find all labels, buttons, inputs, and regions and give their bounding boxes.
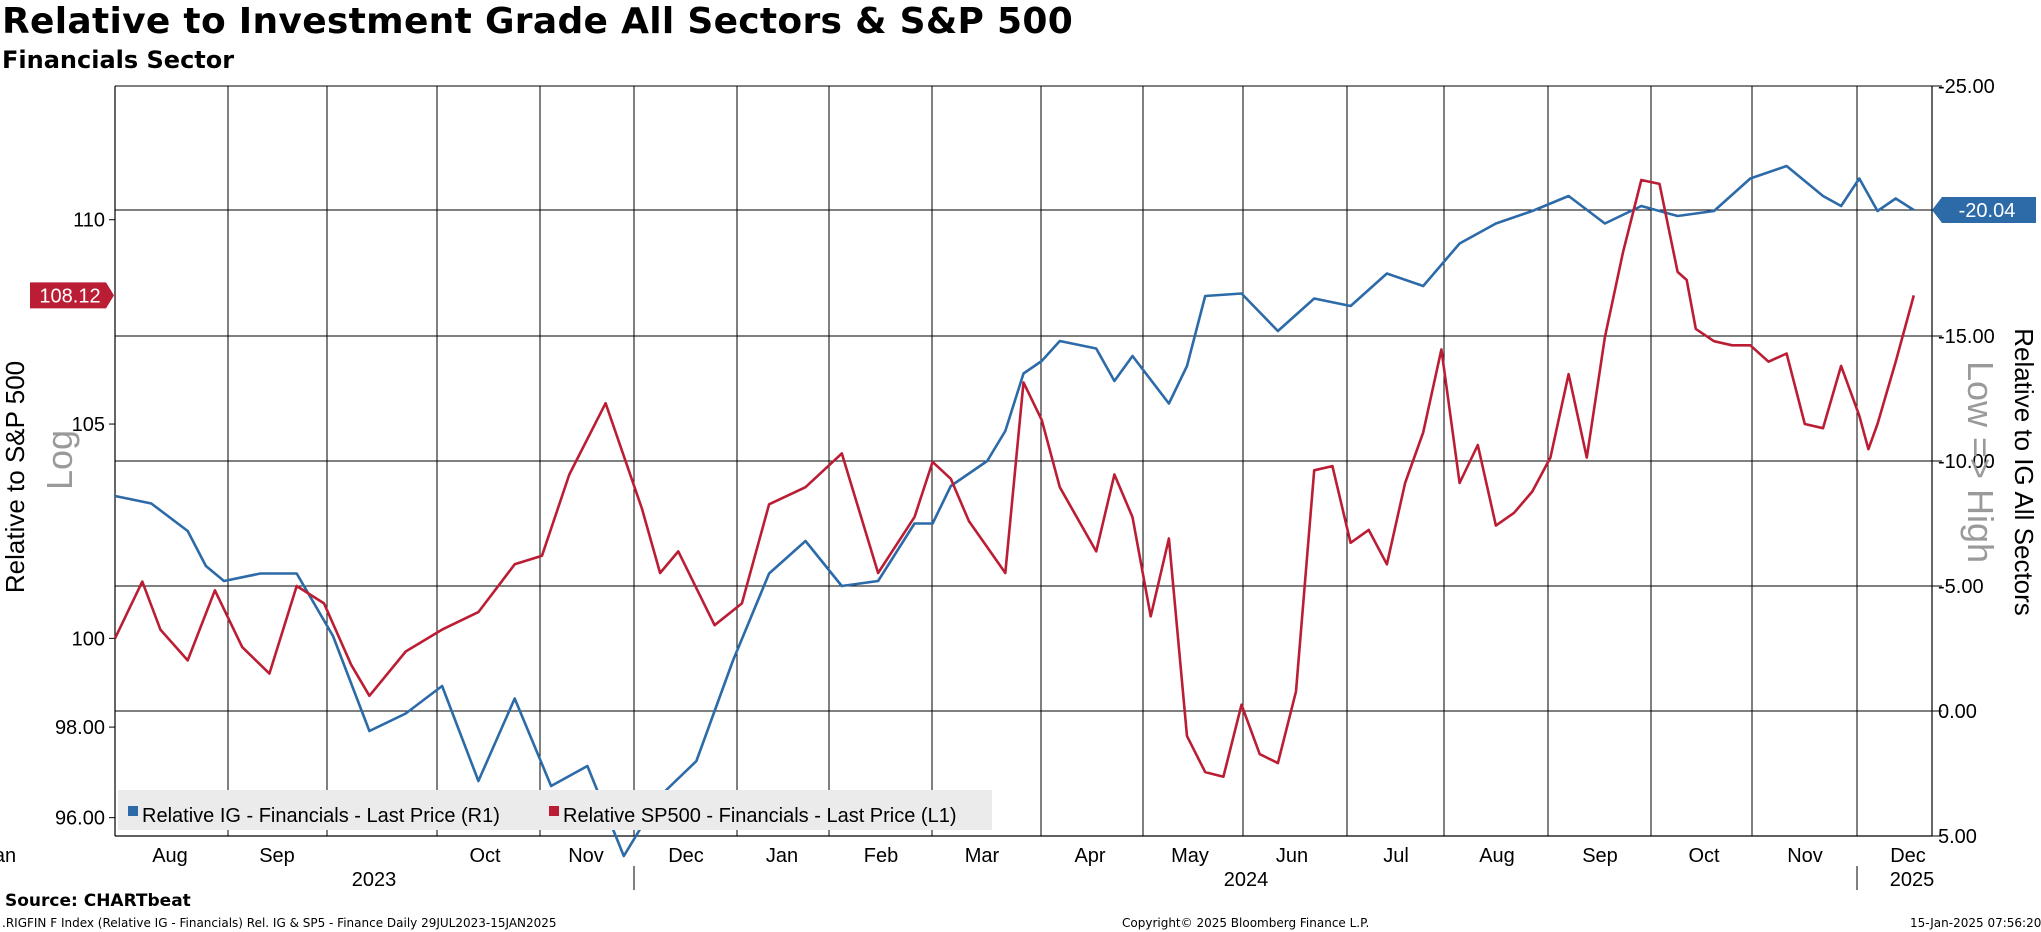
- year-label-0: 2023: [352, 869, 397, 891]
- left-tick-label-2: 100: [72, 628, 105, 650]
- year-label-1: 2024: [1224, 869, 1269, 891]
- legend-swatch-0: [128, 806, 138, 816]
- footer-timestamp: 15-Jan-2025 07:56:20: [1910, 916, 2041, 930]
- right-last-value-tag: [1932, 197, 2036, 223]
- series-line-1: [113, 178, 1916, 779]
- left-tick-label-4: 96.00: [55, 808, 105, 830]
- right-axis-scale-note: Low => High: [1960, 361, 2001, 563]
- month-label-6: Feb: [864, 845, 898, 867]
- month-label-9: May: [1171, 845, 1209, 867]
- month-label-7: Mar: [965, 845, 1000, 867]
- month-label-5: Jan: [766, 845, 798, 867]
- footer-ticker: .RIGFIN F Index (Relative IG - Financial…: [2, 916, 557, 930]
- year-label-2: 2025: [1890, 869, 1935, 891]
- chart-title: Relative to Investment Grade All Sectors…: [2, 1, 1074, 42]
- right-tick-label-5: 5.00: [1938, 826, 1977, 848]
- legend-label-1: Relative SP500 - Financials - Last Price…: [563, 805, 957, 827]
- right-last-value-text: -20.04: [1959, 200, 2016, 222]
- left-tick-label-1: 105: [72, 414, 105, 436]
- left-tick-label-0: 110: [73, 210, 105, 232]
- month-label-4: Dec: [668, 845, 704, 867]
- source-label: Source: CHARTbeat: [5, 891, 191, 911]
- right-tick-label-3: -5.00: [1938, 576, 1984, 598]
- month-label-10: Jun: [1276, 845, 1308, 867]
- month-label-8: Apr: [1074, 845, 1105, 867]
- month-label-14: Oct: [1688, 845, 1720, 867]
- left-last-value-text: 108.12: [39, 285, 100, 307]
- left-tick-label-3: 98.00: [55, 717, 105, 739]
- series-line-0: [114, 164, 1915, 858]
- legend-swatch-1: [549, 806, 559, 816]
- month-label-1: Sep: [259, 845, 295, 867]
- month-label-11: Jul: [1383, 845, 1409, 867]
- month-label-2: Oct: [469, 845, 501, 867]
- right-tick-label-1: -15.00: [1938, 326, 1995, 348]
- month-label-12: Aug: [1479, 845, 1515, 867]
- month-label-15: Nov: [1787, 845, 1823, 867]
- right-tick-label-0: -25.00: [1938, 76, 1995, 98]
- month-label-16: Dec: [1890, 845, 1926, 867]
- legend-label-0: Relative IG - Financials - Last Price (R…: [142, 805, 500, 827]
- right-axis-title: Relative to IG All Sectors: [2009, 328, 2039, 616]
- left-axis-log-note: Log: [39, 430, 80, 490]
- month-label-17: Jan: [0, 845, 16, 867]
- left-last-value-tag: [30, 282, 114, 309]
- left-axis-title: Relative to S&P 500: [0, 361, 30, 593]
- footer-copyright: Copyright© 2025 Bloomberg Finance L.P.: [1122, 916, 1370, 930]
- right-tick-label-4: 0.00: [1938, 701, 1977, 723]
- month-label-13: Sep: [1582, 845, 1618, 867]
- right-tick-label-2: -10.00: [1938, 451, 1995, 473]
- month-label-0: Aug: [152, 845, 188, 867]
- chart-subtitle: Financials Sector: [2, 46, 235, 74]
- month-label-3: Nov: [568, 845, 604, 867]
